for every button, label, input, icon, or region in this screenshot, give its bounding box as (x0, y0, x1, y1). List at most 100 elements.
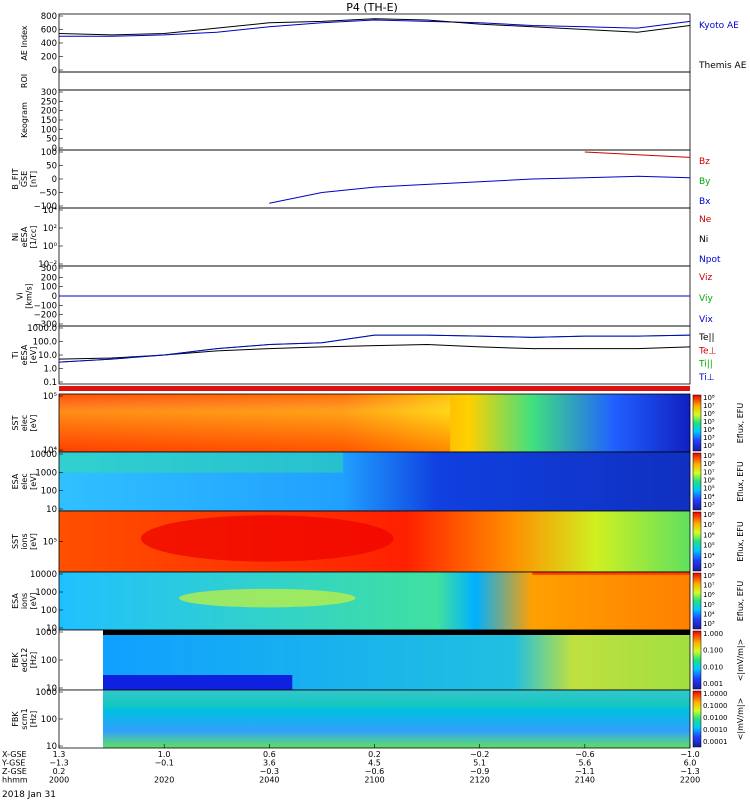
y-tick-label: 10⁴ (43, 446, 58, 456)
y-axis-label: ESA (11, 593, 20, 609)
colorbar-tick: 10⁴ (703, 610, 715, 618)
colorbar-label: <|mV/m|> (736, 639, 745, 682)
y-axis-label: Ni (11, 233, 20, 241)
y-axis-label: GSE (20, 171, 29, 187)
data-gap (59, 630, 103, 690)
y-tick-label: 800 (41, 12, 57, 22)
y-tick-label: 10000 (30, 450, 57, 460)
colorbar-label: Eflux, EFU (736, 521, 745, 562)
colorbar-tick: 0.0100 (703, 714, 728, 722)
colorbar-tick: 1.000 (703, 630, 723, 638)
colorbar-tick: 10⁶ (703, 410, 715, 418)
y-axis-label: eESA (20, 344, 29, 365)
y-tick-label: 10⁻² (38, 260, 57, 270)
x-tick-label: −1.3 (49, 759, 68, 768)
colorbar-tick: 0.0010 (703, 726, 728, 734)
series-line (58, 343, 691, 360)
panel-roi: ROI (20, 71, 691, 91)
y-tick-label: 200 (41, 53, 57, 63)
panel-frame (58, 149, 691, 209)
y-axis-label: ROI (20, 74, 29, 88)
x-axis-labels: X-GSEY-GSEZ-GSEhhmm1.3−1.30.220001.0−0.1… (1, 744, 700, 785)
colorbar-tick: 1.0000 (703, 690, 728, 698)
x-tick-label: −0.6 (365, 767, 384, 776)
x-tick-label: 5.6 (578, 759, 591, 768)
y-axis-label: Vi (16, 292, 25, 300)
colorbar-tick: 10⁴ (703, 552, 715, 560)
y-axis-label: FBK (11, 711, 20, 727)
y-axis-label: [eV] (29, 533, 38, 550)
colorbar-tick: 10⁸ (703, 511, 715, 519)
colorbar-tick: 10⁸ (703, 572, 715, 580)
colorbar-tick: 10⁸ (703, 460, 715, 468)
y-tick-label: 1000 (35, 588, 57, 598)
colorbar-tick: 10⁵ (703, 542, 715, 550)
data-gap (59, 690, 103, 748)
colorbar-tick: 10⁵ (703, 485, 715, 493)
legend-entry: Viy (699, 294, 713, 304)
colorbar-tick: 10³ (703, 501, 715, 509)
y-tick-label: 10.0 (38, 351, 57, 361)
y-axis-label: [Hz] (29, 652, 38, 668)
y-tick-label: 10⁵ (43, 538, 57, 548)
colorbar (692, 572, 702, 630)
x-tick-label: 2100 (364, 776, 384, 785)
x-tick-label: −0.3 (260, 767, 279, 776)
colorbar-tick: 10³ (703, 434, 715, 442)
y-axis-label: eESA (20, 226, 29, 247)
legend-entry: Bz (699, 157, 710, 167)
colorbar-tick: 10⁴ (703, 493, 715, 501)
y-tick-label: 100 (41, 606, 57, 616)
colorbar-tick: 10⁹ (703, 452, 715, 460)
y-axis-label: SST (11, 415, 20, 430)
intensity-core (141, 515, 394, 562)
legend-entry: Themis AE (698, 61, 747, 71)
y-axis-label: SST (11, 534, 20, 549)
y-tick-label: 10 (46, 505, 57, 515)
x-tick-label: 6.0 (684, 759, 697, 768)
y-tick-label: 400 (41, 39, 57, 49)
x-tick-label: 4.5 (368, 759, 381, 768)
panel-frame (58, 71, 691, 91)
x-tick-label: −1.0 (680, 750, 699, 759)
x-tick-label: 3.6 (263, 759, 276, 768)
y-tick-label: 0 (52, 66, 57, 76)
y-tick-label: 0 (52, 292, 57, 302)
colorbar-tick: 10⁷ (703, 402, 715, 410)
colorbar-tick: 0.0001 (703, 738, 728, 746)
x-tick-label: −0.2 (470, 750, 489, 759)
x-row-label: hhmm (2, 776, 28, 785)
top-band (103, 630, 690, 635)
colorbar-tick: 10⁵ (703, 418, 715, 426)
y-tick-label: 10⁰ (43, 242, 58, 252)
x-tick-label: 1.0 (158, 750, 171, 759)
y-axis-label: Keogram (20, 102, 29, 138)
x-row-label: Z-GSE (2, 767, 27, 776)
y-tick-label: 10² (43, 224, 57, 234)
y-axis-label: [Hz] (29, 711, 38, 727)
y-tick-label: −200 (34, 311, 57, 321)
y-tick-label: 10⁵ (43, 392, 57, 402)
x-tick-label: −0.1 (154, 759, 173, 768)
x-tick-label: 2040 (259, 776, 279, 785)
legend-entry: Ti|| (698, 360, 713, 370)
colorbar-tick: 10⁷ (703, 582, 715, 590)
legend-entry: Npot (699, 255, 721, 265)
y-tick-label: 0 (52, 144, 57, 154)
colorbar-tick: 10⁶ (703, 531, 715, 539)
y-tick-label: 100 (41, 125, 57, 135)
date-label: 2018 Jan 31 (2, 790, 56, 800)
colorbar-tick: 10⁷ (703, 468, 715, 476)
x-tick-label: 2120 (469, 776, 489, 785)
y-tick-label: 1000 (35, 468, 57, 478)
y-axis-label: [eV] (29, 593, 38, 610)
x-tick-label: 2000 (49, 776, 69, 785)
legend-entry: Te|| (698, 333, 715, 343)
y-axis-label: FBK (11, 652, 20, 668)
y-tick-label: 10 (46, 624, 57, 634)
y-axis-label: ESA (11, 473, 20, 489)
y-tick-label: 10000 (30, 570, 57, 580)
colorbar (692, 394, 702, 452)
